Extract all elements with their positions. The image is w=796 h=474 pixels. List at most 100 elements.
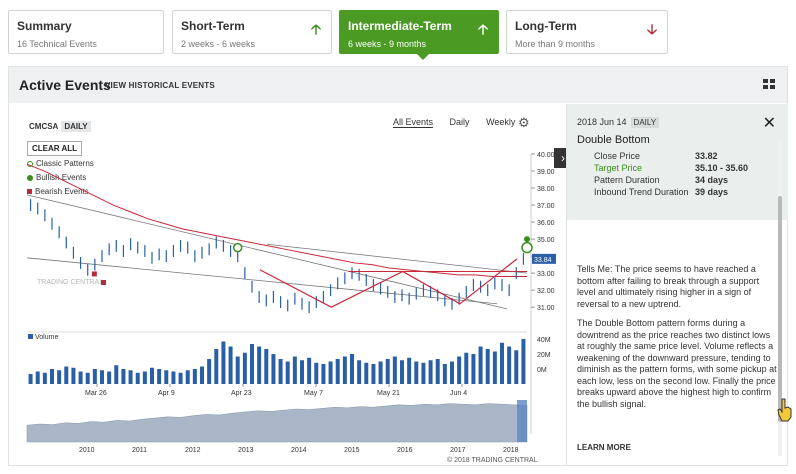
grid-view-icon[interactable]: [763, 79, 775, 90]
tab-title: Intermediate-Term: [348, 19, 452, 33]
event-interval-tag: DAILY: [630, 117, 660, 128]
volume-bar: [157, 369, 162, 384]
volume-bar: [321, 364, 326, 384]
volume-bar: [478, 346, 483, 384]
volume-bar: [78, 371, 83, 384]
clear-all-button[interactable]: CLEAR ALL: [27, 141, 83, 156]
bearish-event-marker: [91, 271, 97, 277]
legend-bullish[interactable]: Bullish Events: [27, 171, 94, 185]
volume-bar: [350, 354, 354, 384]
volume-bar: [485, 349, 490, 384]
volume-bar: [514, 350, 519, 384]
stat-target: Target Price 35.10 - 35.60: [594, 163, 749, 173]
volume-label: Volume: [35, 334, 58, 341]
volume-bar: [114, 365, 119, 384]
trendline-resistance: [266, 243, 528, 274]
arrow-up-icon: 🡡: [310, 21, 321, 37]
bullish-dot-icon: [27, 174, 33, 181]
copyright-text: © 2018 TRADING CENTRAL: [447, 456, 538, 464]
volume-bar: [64, 366, 69, 384]
period-all-events[interactable]: All Events: [393, 117, 434, 128]
volume-bar: [285, 361, 290, 384]
term-tabs: Summary 16 Technical Events Short-Term 2…: [8, 10, 788, 60]
year-tick-label: 2011: [132, 447, 147, 454]
price-tick-label: 31.00: [537, 305, 555, 312]
price-chart[interactable]: 40.0039.0038.0037.0036.0035.0034.0033.00…: [17, 134, 557, 464]
volume-bar: [307, 357, 312, 384]
volume-bar: [107, 371, 112, 384]
period-weekly[interactable]: Weekly: [486, 117, 516, 127]
panel-title: Active Events: [19, 77, 111, 93]
tab-subtitle: More than 9 months: [515, 39, 596, 49]
volume-bar: [464, 352, 469, 384]
events-panel: Active Events VIEW HISTORICAL EVENTS CMC…: [8, 66, 788, 466]
volume-bar: [442, 364, 447, 384]
arrow-down-icon: 🡣: [646, 21, 657, 37]
learn-more-link[interactable]: LEARN MORE: [577, 443, 631, 452]
volume-bar: [428, 360, 433, 384]
legend-bearish[interactable]: Bearish Events: [27, 185, 94, 199]
volume-bar: [207, 359, 212, 384]
volume-bar: [507, 346, 512, 384]
price-tick-label: 37.00: [537, 203, 555, 210]
volume-bar: [400, 360, 404, 384]
tab-subtitle: 6 weeks - 9 months: [348, 39, 427, 49]
tab-long-term[interactable]: Long-Term More than 9 months 🡣: [506, 10, 668, 54]
volume-bar: [378, 361, 383, 384]
volume-bar: [171, 371, 176, 384]
volume-bar: [364, 362, 369, 384]
scrollbar-thumb[interactable]: [778, 196, 782, 422]
volume-bar: [200, 366, 204, 384]
year-tick-label: 2016: [397, 447, 413, 454]
year-tick-label: 2014: [291, 447, 307, 454]
volume-bar: [471, 354, 476, 384]
pointer-hand-icon: [777, 398, 792, 422]
tab-subtitle: 16 Technical Events: [17, 39, 97, 49]
volume-bar: [342, 356, 347, 384]
tab-summary[interactable]: Summary 16 Technical Events: [8, 10, 164, 54]
double-bottom-pattern: [259, 258, 518, 308]
volume-bar: [92, 369, 97, 384]
volume-bar: [164, 370, 169, 384]
scrollbar[interactable]: [778, 140, 782, 456]
volume-bar: [257, 346, 262, 384]
event-stats: Close Price 33.82 Target Price 35.10 - 35.…: [594, 150, 748, 198]
close-icon[interactable]: ✕: [762, 115, 776, 132]
volume-bar: [221, 341, 226, 384]
trendline-upper: [26, 194, 508, 310]
date-tick-label: Mar 26: [85, 390, 107, 397]
view-historical-link[interactable]: VIEW HISTORICAL EVENTS: [105, 81, 215, 90]
tab-short-term[interactable]: Short-Term 2 weeks - 6 weeks 🡡: [172, 10, 332, 54]
event-description: Tells Me: The price seems to have reache…: [577, 264, 777, 418]
panel-header: Active Events VIEW HISTORICAL EVENTS: [9, 67, 787, 103]
volume-bar: [385, 359, 390, 384]
stat-close: Close Price 33.82: [594, 151, 718, 161]
volume-bar: [142, 371, 147, 384]
description-pattern: The Double Bottom pattern forms during a…: [577, 318, 777, 409]
volume-bar: [292, 356, 297, 384]
event-detail-header: 2018 Jun 14 DAILY Double Bottom ✕ Close P…: [567, 104, 788, 220]
volume-bar: [328, 361, 333, 384]
price-tick-label: 36.00: [537, 220, 555, 227]
period-selector: All Events Daily Weekly: [393, 117, 529, 128]
volume-bar: [435, 359, 440, 384]
volume-bar: [450, 361, 454, 384]
year-tick-label: 2017: [450, 447, 466, 454]
event-detail-panel: 2018 Jun 14 DAILY Double Bottom ✕ Close P…: [566, 104, 788, 465]
history-window: [517, 400, 527, 442]
volume-bar: [150, 367, 154, 384]
volume-bar: [300, 360, 304, 384]
description-tells-me: Tells Me: The price seems to have reache…: [577, 264, 760, 309]
date-tick-label: Jun 4: [450, 390, 467, 397]
gear-icon[interactable]: ⚙: [518, 115, 530, 130]
volume-bar: [192, 369, 197, 384]
volume-bar: [278, 359, 283, 384]
price-tick-label: 40.00: [537, 152, 555, 159]
volume-bar: [57, 370, 62, 384]
volume-bar: [521, 339, 526, 384]
volume-bar: [407, 357, 412, 384]
period-daily[interactable]: Daily: [449, 117, 470, 127]
tab-title: Short-Term: [181, 19, 245, 33]
year-tick-label: 2015: [344, 447, 360, 454]
tab-intermediate-term[interactable]: Intermediate-Term 6 weeks - 9 months 🡡: [339, 10, 499, 60]
